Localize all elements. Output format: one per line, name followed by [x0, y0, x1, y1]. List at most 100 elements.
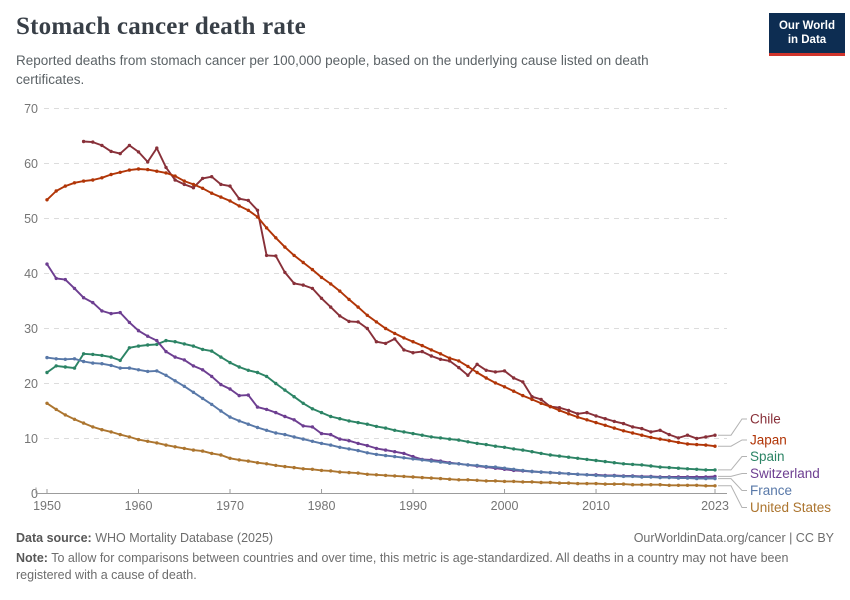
data-source-line: Data source: WHO Mortality Database (202… [16, 531, 273, 545]
data-point [420, 343, 424, 348]
y-tick-label-10: 10 [24, 432, 38, 446]
data-point [493, 370, 498, 374]
series-japan[interactable] [45, 167, 717, 448]
series-chile[interactable] [81, 139, 717, 441]
data-point [127, 143, 132, 148]
legend-label-chile[interactable]: Chile [750, 412, 781, 427]
data-point [475, 362, 479, 366]
data-point [447, 359, 452, 363]
data-point [164, 338, 168, 343]
series-line-spain[interactable] [46, 339, 715, 471]
data-point [438, 436, 443, 440]
data-point [109, 430, 113, 434]
series-line-chile[interactable] [83, 140, 716, 440]
data-point [319, 468, 324, 473]
data-point [246, 368, 250, 372]
data-point [649, 435, 653, 440]
data-point [72, 417, 77, 421]
data-point [127, 320, 132, 325]
data-point [255, 215, 260, 219]
data-point [585, 473, 589, 477]
legend-label-spain[interactable]: Spain [750, 449, 785, 464]
data-point [420, 458, 424, 462]
data-point [274, 381, 278, 386]
data-point [228, 415, 232, 419]
data-point [200, 186, 205, 190]
data-point [393, 428, 397, 432]
legend-label-switzerland[interactable]: Switzerland [750, 466, 820, 481]
data-point [283, 245, 287, 249]
series-united-states[interactable] [45, 401, 717, 488]
data-point [146, 343, 150, 347]
data-point [383, 453, 388, 458]
data-point [411, 475, 415, 479]
data-point [219, 182, 223, 187]
owid-logo[interactable]: Our World in Data [769, 13, 845, 56]
data-point [457, 462, 461, 466]
data-point [237, 458, 241, 462]
data-point [319, 275, 324, 280]
series-spain[interactable] [45, 338, 717, 472]
data-point [566, 408, 571, 413]
data-point [164, 443, 168, 447]
data-point [557, 481, 562, 485]
data-point [283, 388, 287, 392]
data-point [338, 437, 342, 441]
data-point [319, 441, 324, 446]
data-point [356, 305, 360, 309]
legend-label-japan[interactable]: Japan [750, 433, 787, 448]
data-point [612, 482, 616, 486]
data-point [530, 397, 534, 402]
y-tick-label-60: 60 [24, 157, 38, 171]
data-point [447, 477, 452, 481]
legend-connector-japan [718, 439, 747, 447]
owid-logo-line2: in Data [787, 34, 827, 47]
legend-connector-united-states [718, 485, 747, 508]
data-point [338, 314, 342, 318]
data-point [200, 347, 205, 352]
data-point [594, 458, 598, 463]
data-point [475, 478, 479, 482]
data-point [228, 360, 232, 365]
data-point [118, 358, 122, 363]
x-tick-label-1970: 1970 [216, 499, 244, 513]
data-point [466, 373, 470, 377]
data-point [136, 329, 141, 333]
data-point [393, 337, 397, 341]
data-point [63, 413, 67, 417]
data-point [146, 439, 150, 443]
data-point [402, 336, 406, 340]
legend-label-united-states[interactable]: United States [750, 500, 831, 515]
data-point [45, 370, 49, 375]
data-point [100, 353, 104, 358]
data-point [155, 441, 159, 445]
series-line-united-states[interactable] [46, 402, 715, 487]
data-point [402, 430, 406, 434]
data-point [182, 342, 186, 346]
data-point [146, 369, 150, 374]
data-point [283, 432, 287, 437]
data-point [393, 331, 397, 336]
data-point [45, 401, 49, 405]
data-point [576, 472, 580, 476]
series-line-france[interactable] [46, 356, 715, 480]
attribution-link[interactable]: OurWorldinData.org/cancer | CC BY [633, 531, 834, 545]
data-point [512, 376, 516, 380]
data-point [493, 381, 498, 385]
data-point [539, 401, 543, 405]
data-point [676, 436, 681, 440]
data-point [301, 283, 305, 287]
data-point [530, 469, 534, 474]
legend-connector-chile [718, 418, 747, 436]
data-point [649, 483, 653, 487]
data-point [557, 454, 562, 458]
data-point [329, 469, 333, 473]
data-point [63, 277, 67, 282]
data-point [100, 143, 104, 148]
data-point [374, 424, 379, 429]
data-point [219, 195, 223, 199]
series-france[interactable] [45, 355, 717, 481]
legend-label-france[interactable]: France [750, 483, 792, 498]
series-line-japan[interactable] [46, 168, 716, 448]
